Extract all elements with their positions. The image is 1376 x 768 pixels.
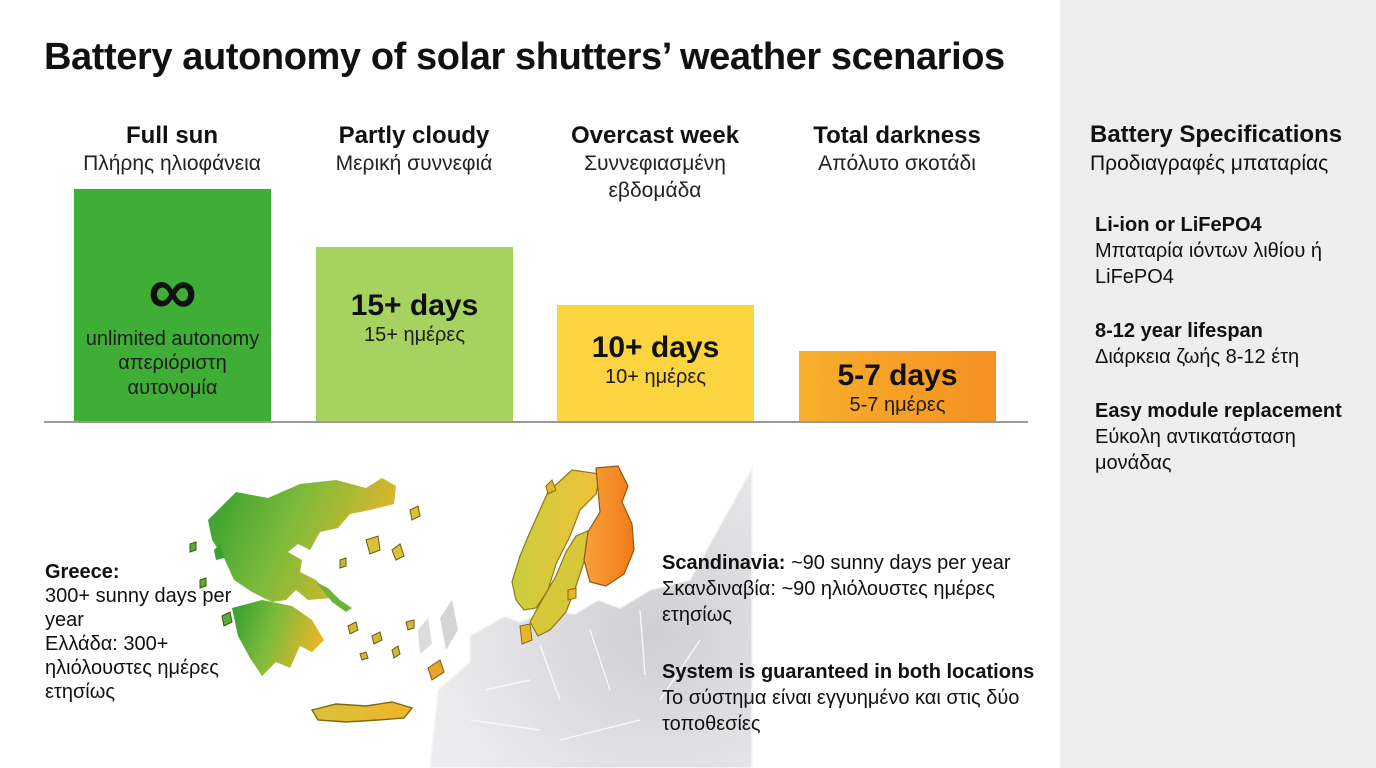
- scandinavia-label: Scandinavia:: [662, 552, 786, 574]
- specs-title-greek: Προδιαγραφές μπαταρίας: [1090, 152, 1329, 175]
- greece-sunny-days-greek: Ελλάδα: 300+ ηλιόλουστες ημέρες ετησίως: [45, 633, 219, 703]
- scandinavia-sunny-days: ~90 sunny days per year: [785, 552, 1011, 574]
- bar-value-label-greek: 10+ ημέρες: [605, 366, 706, 388]
- category-label: Full sun: [126, 122, 218, 149]
- bar-label-group: 5-7 days 5-7 ημέρες: [799, 359, 996, 417]
- spec-label: Li-ion or LiFePO4: [1095, 214, 1262, 236]
- spec-item-battery-type: Li-ion or LiFePO4 Μπαταρία ιόντων λιθίου…: [1095, 212, 1365, 290]
- guarantee-info: System is guaranteed in both locations Τ…: [662, 659, 1042, 737]
- bar-value-label: 10+ days: [591, 331, 720, 364]
- europe-land: [418, 465, 753, 768]
- europe-map-illustration: [189, 465, 753, 768]
- greece-info: Greece: 300+ sunny days per year Ελλάδα:…: [45, 560, 245, 704]
- category-label: Overcast week: [570, 122, 740, 149]
- category-label: Partly cloudy: [338, 122, 490, 149]
- page-title: Battery autonomy of solar shutters’ weat…: [44, 36, 1005, 78]
- bar-value-label-greek: απεριόριστη αυτονομία: [118, 352, 227, 399]
- bar-value-label-greek: 5-7 ημέρες: [849, 394, 946, 416]
- spec-label-greek: Διάρκεια ζωής 8-12 έτη: [1095, 346, 1300, 368]
- bar-label-group: 10+ days 10+ ημέρες: [557, 331, 754, 389]
- category-header-partly-cloudy: Partly cloudy Μερική συννεφιά: [294, 122, 534, 177]
- scandinavia-sunny-days-greek: Σκανδιναβία: ~90 ηλιόλουστες ημέρες ετησ…: [662, 578, 995, 626]
- specs-title-group: Battery Specifications Προδιαγραφές μπατ…: [1090, 120, 1360, 178]
- battery-specs-panel: Battery Specifications Προδιαγραφές μπατ…: [1060, 0, 1376, 768]
- bar-overcast-week: 10+ days 10+ ημέρες: [557, 305, 754, 421]
- chart-baseline: [44, 421, 1028, 423]
- greece-sunny-days: 300+ sunny days per year: [45, 585, 232, 631]
- bar-value-label: unlimited autonomy: [85, 328, 260, 350]
- category-header-full-sun: Full sun Πλήρης ηλιοφάνεια: [52, 122, 292, 177]
- spec-label-greek: Μπαταρία ιόντων λιθίου ή LiFePO4: [1095, 240, 1322, 288]
- bar-label-group: ∞ unlimited autonomy απεριόριστη αυτονομ…: [74, 253, 271, 401]
- category-label-greek: Μερική συννεφιά: [335, 152, 493, 175]
- category-label-greek: Συννεφιασμένη εβδομάδα: [584, 152, 726, 202]
- specs-title: Battery Specifications: [1090, 121, 1343, 148]
- slide-main: Battery autonomy of solar shutters’ weat…: [44, 36, 1042, 768]
- spec-item-module-replacement: Easy module replacement Εύκολη αντικατάσ…: [1095, 398, 1365, 476]
- spec-item-lifespan: 8-12 year lifespan Διάρκεια ζωής 8-12 έτ…: [1095, 318, 1365, 370]
- bar-partly-cloudy: 15+ days 15+ ημέρες: [316, 247, 513, 421]
- category-label: Total darkness: [813, 122, 981, 149]
- category-header-overcast-week: Overcast week Συννεφιασμένη εβδομάδα: [535, 122, 775, 204]
- guarantee-greek: Το σύστημα είναι εγγυημένο και στις δύο …: [662, 687, 1020, 735]
- bar-total-darkness: 5-7 days 5-7 ημέρες: [799, 351, 996, 421]
- scandinavia-map: [511, 465, 635, 645]
- bar-full-sun: ∞ unlimited autonomy απεριόριστη αυτονομ…: [74, 189, 271, 421]
- bar-value-label: 15+ days: [350, 289, 479, 322]
- category-label-greek: Απόλυτο σκοτάδι: [818, 152, 976, 175]
- bar-value-label: 5-7 days: [837, 359, 958, 392]
- scandinavia-info: Scandinavia: ~90 sunny days per year Σκα…: [662, 550, 1042, 628]
- spec-label: Easy module replacement: [1095, 400, 1342, 422]
- category-header-total-darkness: Total darkness Απόλυτο σκοτάδι: [777, 122, 1017, 177]
- bar-value-label-greek: 15+ ημέρες: [364, 324, 465, 346]
- greece-label: Greece:: [45, 561, 120, 583]
- guarantee-label: System is guaranteed in both locations: [662, 661, 1035, 683]
- category-label-greek: Πλήρης ηλιοφάνεια: [83, 152, 261, 175]
- spec-label: 8-12 year lifespan: [1095, 320, 1263, 342]
- bar-label-group: 15+ days 15+ ημέρες: [316, 289, 513, 347]
- spec-label-greek: Εύκολη αντικατάσταση μονάδας: [1095, 426, 1296, 474]
- greece-map: [189, 478, 445, 723]
- infinity-icon: ∞: [148, 253, 197, 329]
